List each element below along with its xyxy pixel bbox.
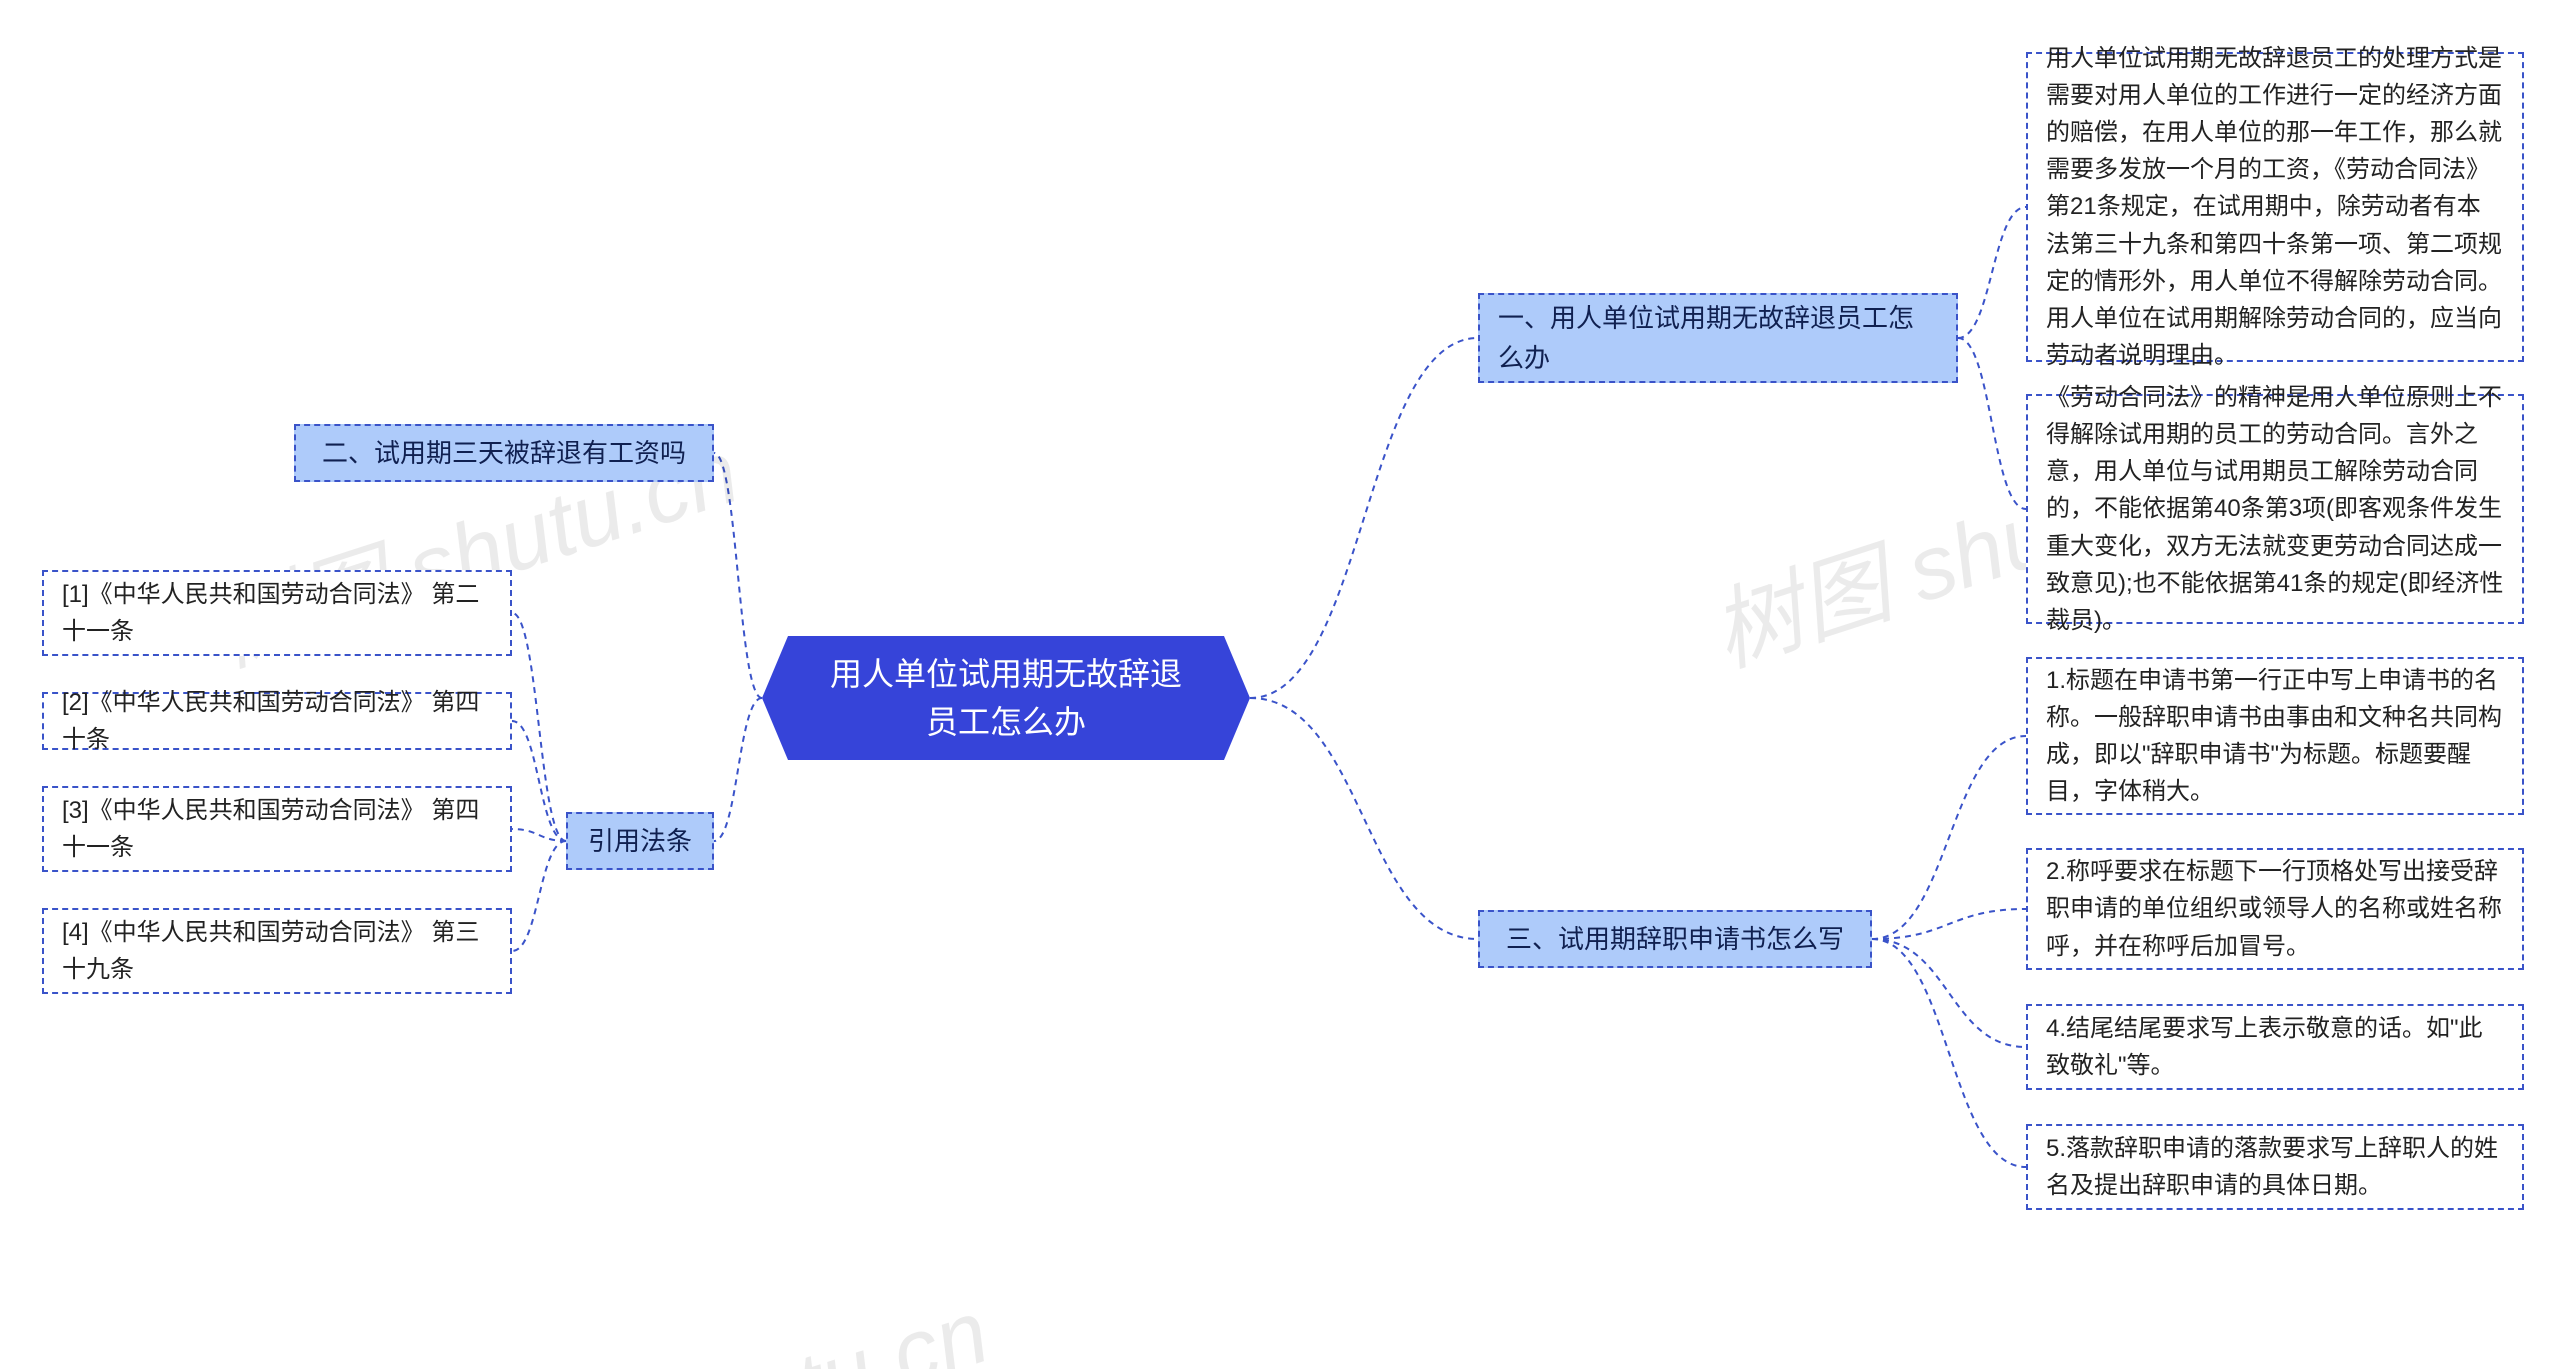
branch-4-leaf-4-text: [4]《中华人民共和国劳动合同法》 第三十九条 [62,914,492,988]
branch-1-leaf-2[interactable]: 《劳动合同法》的精神是用人单位原则上不得解除试用期的员工的劳动合同。言外之意，用… [2026,394,2524,624]
branch-3[interactable]: 三、试用期辞职申请书怎么写 [1478,910,1872,968]
branch-4-leaf-2[interactable]: [2]《中华人民共和国劳动合同法》 第四十条 [42,692,512,750]
branch-3-leaf-2-text: 2.称呼要求在标题下一行顶格处写出接受辞职申请的单位组织或领导人的名称或姓名称呼… [2046,853,2504,965]
branch-3-leaf-3[interactable]: 4.结尾结尾要求写上表示敬意的话。如"此致敬礼"等。 [2026,1004,2524,1090]
branch-3-label: 三、试用期辞职申请书怎么写 [1506,919,1844,959]
branch-3-leaf-3-text: 4.结尾结尾要求写上表示敬意的话。如"此致敬礼"等。 [2046,1010,2504,1084]
branch-4-label: 引用法条 [588,821,692,861]
branch-1-leaf-2-text: 《劳动合同法》的精神是用人单位原则上不得解除试用期的员工的劳动合同。言外之意，用… [2046,379,2504,639]
branch-1-leaf-1-text: 用人单位试用期无故辞退员工的处理方式是需要对用人单位的工作进行一定的经济方面的赔… [2046,40,2504,375]
branch-4[interactable]: 引用法条 [566,812,714,870]
branch-3-leaf-4[interactable]: 5.落款辞职申请的落款要求写上辞职人的姓名及提出辞职申请的具体日期。 [2026,1124,2524,1210]
root-label: 用人单位试用期无故辞退员工怎么办 [816,650,1196,746]
branch-3-leaf-2[interactable]: 2.称呼要求在标题下一行顶格处写出接受辞职申请的单位组织或领导人的名称或姓名称呼… [2026,848,2524,970]
branch-1[interactable]: 一、用人单位试用期无故辞退员工怎么办 [1478,293,1958,383]
branch-1-label: 一、用人单位试用期无故辞退员工怎么办 [1498,298,1938,379]
branch-4-leaf-2-text: [2]《中华人民共和国劳动合同法》 第四十条 [62,684,492,758]
branch-2[interactable]: 二、试用期三天被辞退有工资吗 [294,424,714,482]
branch-4-leaf-3-text: [3]《中华人民共和国劳动合同法》 第四十一条 [62,792,492,866]
branch-4-leaf-4[interactable]: [4]《中华人民共和国劳动合同法》 第三十九条 [42,908,512,994]
branch-1-leaf-1[interactable]: 用人单位试用期无故辞退员工的处理方式是需要对用人单位的工作进行一定的经济方面的赔… [2026,52,2524,362]
root-node[interactable]: 用人单位试用期无故辞退员工怎么办 [788,636,1224,760]
branch-4-leaf-1-text: [1]《中华人民共和国劳动合同法》 第二十一条 [62,576,492,650]
watermark-3: 树图 shutu.cn [443,1259,1002,1369]
branch-3-leaf-1-text: 1.标题在申请书第一行正中写上申请书的名称。一般辞职申请书由事由和文种名共同构成… [2046,662,2504,811]
branch-3-leaf-1[interactable]: 1.标题在申请书第一行正中写上申请书的名称。一般辞职申请书由事由和文种名共同构成… [2026,657,2524,815]
branch-3-leaf-4-text: 5.落款辞职申请的落款要求写上辞职人的姓名及提出辞职申请的具体日期。 [2046,1130,2504,1204]
branch-4-leaf-1[interactable]: [1]《中华人民共和国劳动合同法》 第二十一条 [42,570,512,656]
branch-4-leaf-3[interactable]: [3]《中华人民共和国劳动合同法》 第四十一条 [42,786,512,872]
branch-2-label: 二、试用期三天被辞退有工资吗 [322,433,686,473]
